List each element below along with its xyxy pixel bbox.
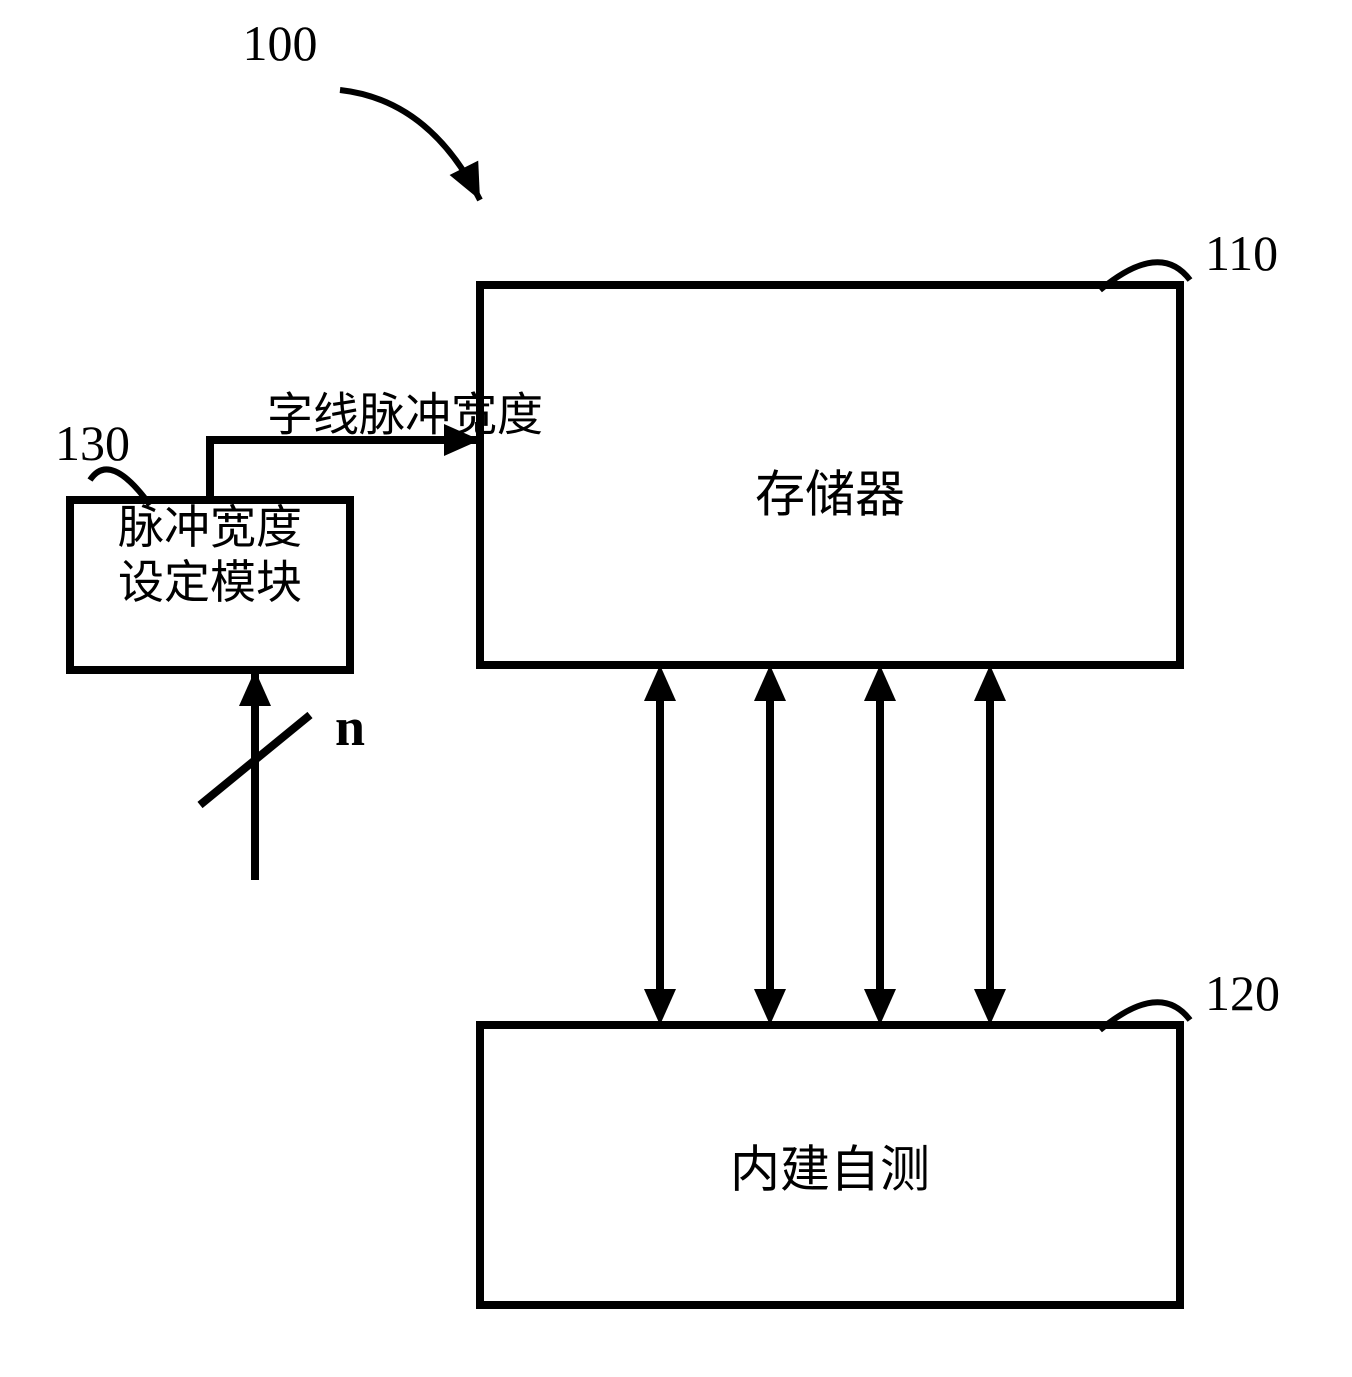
figure-ref-arrow xyxy=(340,90,480,200)
block-pw_module-label-0: 脉冲宽度 xyxy=(118,502,302,553)
block-memory-label-0: 存储器 xyxy=(755,466,905,522)
figure-ref: 100 xyxy=(243,15,481,200)
block-memory: 存储器 110 xyxy=(480,225,1278,665)
block-pw_module-label-1: 设定模块 xyxy=(118,557,302,608)
figure-ref-text: 100 xyxy=(243,15,318,71)
block-pw_module-ref: 130 xyxy=(55,415,130,471)
n-input: n xyxy=(200,670,365,880)
signal-wordline-pw: 字线脉冲宽度 xyxy=(210,390,543,500)
n-input-label: n xyxy=(335,697,365,757)
signal-path xyxy=(210,440,480,500)
signal-label: 字线脉冲宽度 xyxy=(267,390,543,441)
block-pw_module: 脉冲宽度设定模块 130 xyxy=(55,415,350,670)
block-bist-label-0: 内建自测 xyxy=(730,1141,930,1197)
block-memory-ref: 110 xyxy=(1205,225,1278,281)
bus-arrows xyxy=(644,665,1006,1025)
block-bist-ref: 120 xyxy=(1205,965,1280,1021)
